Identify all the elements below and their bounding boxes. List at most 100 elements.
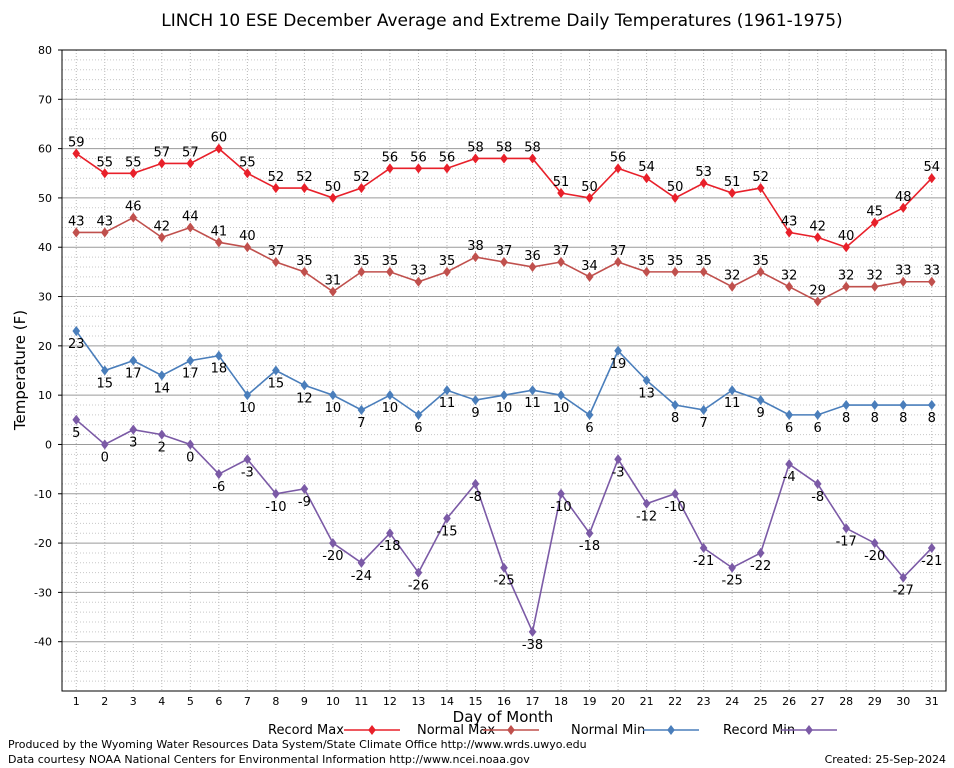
y-tick-label: 10 bbox=[38, 389, 52, 402]
normal-max-point bbox=[386, 266, 394, 277]
record-max-point bbox=[842, 242, 851, 253]
record-max-data-label: 48 bbox=[895, 190, 912, 205]
x-tick-label: 1 bbox=[73, 695, 80, 708]
x-tick-label: 12 bbox=[383, 695, 397, 708]
x-tick-label: 2 bbox=[101, 695, 108, 708]
record-max-data-label: 40 bbox=[838, 229, 855, 244]
legend-marker-record-max bbox=[368, 724, 376, 736]
record-max-data-label: 56 bbox=[410, 150, 427, 165]
normal-max-point bbox=[870, 281, 879, 292]
record-min-data-label: -10 bbox=[550, 500, 571, 515]
record-min-point bbox=[215, 469, 223, 480]
legend-marker-normal-max bbox=[507, 724, 515, 736]
normal-max-point bbox=[329, 286, 337, 297]
x-tick-label: 30 bbox=[896, 695, 910, 708]
normal-min-data-label: 10 bbox=[553, 401, 570, 416]
record-min-point bbox=[414, 567, 423, 578]
record-max-data-label: 59 bbox=[68, 136, 85, 151]
record-min-point bbox=[386, 528, 394, 539]
x-axis-ticks: 1 2 3 4 5 6 7 8 9 10 11 12 13 14 15 16 17 18 19 20 21 22 23 24 2… bbox=[73, 695, 939, 708]
x-axis-label: Day of Month bbox=[453, 708, 554, 726]
x-tick-label: 8 bbox=[272, 695, 279, 708]
record-min-point bbox=[785, 459, 793, 470]
record-min-data-label: -18 bbox=[579, 539, 600, 554]
plot-frame bbox=[61, 49, 947, 692]
normal-min-point bbox=[585, 409, 594, 420]
record-max-point bbox=[72, 148, 81, 159]
record-min-point bbox=[585, 528, 594, 539]
record-min-data-label: -21 bbox=[693, 554, 714, 569]
normal-min-data-label: 8 bbox=[899, 411, 907, 426]
record-min-data-label: -3 bbox=[612, 465, 625, 480]
record-max-data-label: 56 bbox=[382, 150, 399, 165]
record-max-data-label: 57 bbox=[154, 145, 171, 160]
record-max-point bbox=[642, 173, 651, 184]
grid bbox=[62, 49, 946, 692]
normal-min-point bbox=[728, 385, 736, 396]
normal-min-data-label: 11 bbox=[524, 396, 541, 411]
normal-max-data-label: 32 bbox=[724, 269, 741, 284]
normal-max-point bbox=[756, 266, 765, 277]
y-tick-label: -40 bbox=[34, 636, 52, 649]
record-max-point bbox=[699, 178, 708, 189]
record-min-data-label: 3 bbox=[129, 436, 137, 451]
record-max-data-label: 50 bbox=[581, 180, 598, 195]
record-max-point bbox=[443, 163, 451, 174]
legend-marker-normal-min bbox=[667, 724, 675, 736]
record-min-data-label: -22 bbox=[750, 559, 771, 574]
record-max-data-label: 58 bbox=[467, 140, 484, 155]
normal-max-data-label: 35 bbox=[695, 254, 712, 269]
normal-min-point bbox=[272, 365, 280, 376]
normal-max-data-label: 33 bbox=[895, 264, 912, 279]
y-tick-label: 50 bbox=[38, 192, 52, 205]
normal-min-data-label: 23 bbox=[68, 337, 85, 352]
record-max-data-label: 52 bbox=[268, 170, 285, 185]
record-min-point bbox=[443, 513, 451, 524]
record-max-data-label: 58 bbox=[496, 140, 513, 155]
record-min-point bbox=[728, 562, 736, 573]
record-max-data-label: 56 bbox=[610, 150, 627, 165]
normal-min-point bbox=[386, 390, 394, 401]
x-tick-label: 28 bbox=[839, 695, 853, 708]
x-tick-label: 7 bbox=[244, 695, 251, 708]
normal-max-data-label: 37 bbox=[553, 244, 570, 259]
normal-min-data-label: 15 bbox=[97, 377, 114, 392]
x-tick-label: 15 bbox=[468, 695, 482, 708]
chart-title: LINCH 10 ESE December Average and Extrem… bbox=[161, 11, 842, 31]
legend-label-record-max: Record Max bbox=[268, 723, 344, 738]
record-max-data-label: 43 bbox=[781, 214, 798, 229]
x-tick-label: 31 bbox=[925, 695, 939, 708]
normal-max-point bbox=[785, 281, 793, 292]
normal-max-point bbox=[842, 281, 851, 292]
normal-max-data-label: 44 bbox=[182, 210, 199, 225]
x-tick-label: 10 bbox=[326, 695, 340, 708]
x-tick-label: 24 bbox=[725, 695, 739, 708]
record-min-data-label: -25 bbox=[493, 574, 514, 589]
x-tick-label: 25 bbox=[754, 695, 768, 708]
record-min-point bbox=[870, 538, 879, 549]
record-min-point bbox=[300, 483, 309, 494]
x-tick-label: 21 bbox=[640, 695, 654, 708]
normal-min-data-label: 9 bbox=[471, 406, 479, 421]
normal-min-point bbox=[785, 409, 793, 420]
normal-min-point bbox=[813, 409, 822, 420]
normal-min-point bbox=[699, 404, 708, 415]
record-max-point bbox=[927, 173, 936, 184]
normal-max-point bbox=[157, 232, 166, 243]
record-min-line bbox=[75, 419, 933, 635]
normal-max-data-label: 29 bbox=[809, 283, 826, 298]
normal-min-point bbox=[186, 355, 195, 366]
y-tick-label: -30 bbox=[34, 586, 52, 599]
normal-min-data-label: 19 bbox=[610, 357, 627, 372]
normal-max-data-label: 41 bbox=[211, 224, 228, 239]
record-max-point bbox=[129, 168, 138, 179]
normal-max-point bbox=[272, 256, 280, 268]
normal-max-data-label: 40 bbox=[239, 229, 256, 244]
record-min-point bbox=[528, 626, 537, 637]
legend: Record Max Normal Max Normal Min Record Min bbox=[268, 723, 837, 738]
x-tick-label: 11 bbox=[354, 695, 368, 708]
record-max-data-label: 50 bbox=[325, 180, 342, 195]
y-tick-label: 70 bbox=[38, 93, 52, 106]
